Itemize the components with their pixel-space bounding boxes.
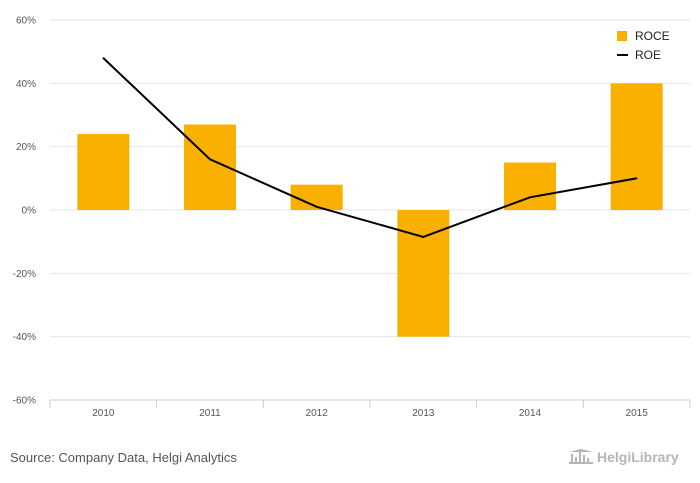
y-tick-label: 60% bbox=[16, 16, 36, 27]
legend-swatch-roce bbox=[617, 31, 627, 41]
y-tick-label: -20% bbox=[13, 269, 36, 280]
brand-name: HelgiLibrary bbox=[597, 449, 679, 465]
roe-point-2014 bbox=[529, 196, 531, 199]
roce-bar-2014 bbox=[504, 162, 556, 210]
y-axis-ticks: 60% 40% 20% 0% -20% -40% -60% bbox=[13, 16, 36, 407]
roe-line bbox=[102, 57, 638, 238]
source-note: Source: Company Data, Helgi Analytics bbox=[10, 450, 237, 465]
roe-point-2012 bbox=[315, 206, 318, 208]
x-tick-label: 2012 bbox=[306, 408, 329, 419]
roe-point-2013 bbox=[422, 236, 425, 238]
library-building-icon bbox=[569, 449, 593, 464]
roe-point-2011 bbox=[209, 158, 211, 161]
brand-logo: HelgiLibrary bbox=[568, 449, 679, 465]
x-tick-label: 2010 bbox=[92, 408, 115, 419]
x-tick-label: 2014 bbox=[519, 408, 542, 419]
y-tick-label: 0% bbox=[22, 206, 37, 217]
legend-label-roe: ROE bbox=[635, 48, 661, 62]
roce-bar-2015 bbox=[610, 83, 663, 210]
legend-label-roce: ROCE bbox=[635, 29, 670, 43]
legend: ROCE ROE bbox=[617, 29, 670, 62]
x-tick-label: 2011 bbox=[199, 408, 221, 419]
roe-line-path bbox=[102, 57, 637, 238]
y-tick-label: 20% bbox=[16, 142, 36, 153]
roe-point-2010 bbox=[102, 57, 105, 59]
x-tick-label: 2015 bbox=[626, 408, 649, 419]
chart: 60% 40% 20% 0% -20% -40% -60% 2010 2011 2012 2013… bbox=[13, 16, 691, 419]
gridlines bbox=[50, 19, 690, 338]
x-tick-label: 2013 bbox=[412, 408, 435, 419]
roce-bar-2013 bbox=[397, 210, 450, 337]
y-tick-label: 40% bbox=[16, 79, 36, 90]
roe-point-2015 bbox=[635, 177, 638, 180]
x-axis: 2010 2011 2012 2013 2014 2015 bbox=[49, 399, 691, 419]
y-tick-label: -60% bbox=[13, 396, 36, 407]
roce-bar-2010 bbox=[77, 134, 130, 210]
y-tick-label: -40% bbox=[13, 332, 36, 343]
